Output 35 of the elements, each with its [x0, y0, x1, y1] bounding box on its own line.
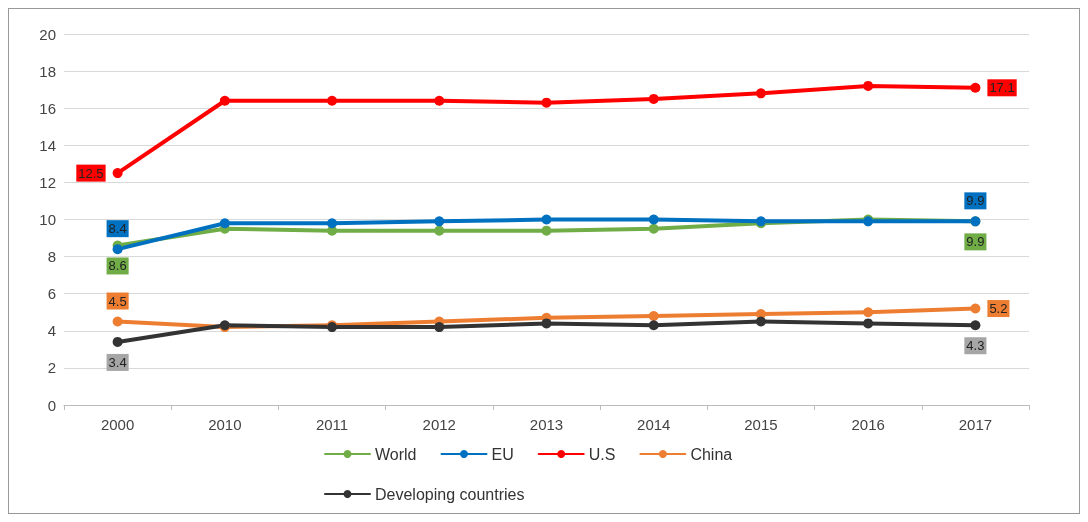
legend-label: World [375, 445, 417, 463]
x-tick-label: 2000 [100, 416, 135, 433]
data-label: 9.9 [966, 234, 985, 250]
data-label: 17.1 [989, 80, 1015, 96]
x-tick-label: 2010 [208, 416, 242, 433]
data-label: 9.9 [966, 193, 985, 209]
y-tick-label: 8 [47, 248, 56, 266]
data-label: 4.3 [966, 338, 985, 354]
data-label: 8.6 [108, 258, 127, 274]
y-tick-label: 16 [39, 99, 56, 117]
data-label: 12.5 [78, 165, 104, 181]
data-label: 8.4 [108, 221, 127, 237]
y-tick-label: 6 [47, 285, 56, 303]
legend-label: EU [491, 445, 514, 463]
x-tick-label: 2016 [851, 416, 885, 433]
legend-label: U.S [588, 445, 616, 463]
y-tick-label: 0 [47, 396, 56, 414]
data-label: 5.2 [989, 301, 1008, 317]
y-tick-label: 14 [39, 136, 56, 154]
x-tick-label: 2014 [637, 416, 671, 433]
y-tick-label: 12 [39, 173, 56, 191]
y-tick-label: 4 [47, 322, 56, 340]
x-tick-label: 2015 [744, 416, 778, 433]
y-tick-label: 10 [39, 211, 56, 228]
legend-label: Developing countries [375, 485, 525, 503]
data-label: 4.5 [108, 293, 127, 309]
x-tick-label: 2011 [315, 416, 349, 433]
y-tick-label: 20 [39, 25, 56, 43]
data-label: 3.4 [108, 354, 127, 370]
x-tick-label: 2017 [958, 416, 993, 433]
x-tick-label: 2013 [529, 416, 564, 433]
y-tick-label: 18 [39, 62, 56, 80]
legend-label: China [690, 445, 733, 463]
y-tick-label: 2 [47, 359, 56, 377]
x-tick-label: 2012 [422, 416, 456, 433]
